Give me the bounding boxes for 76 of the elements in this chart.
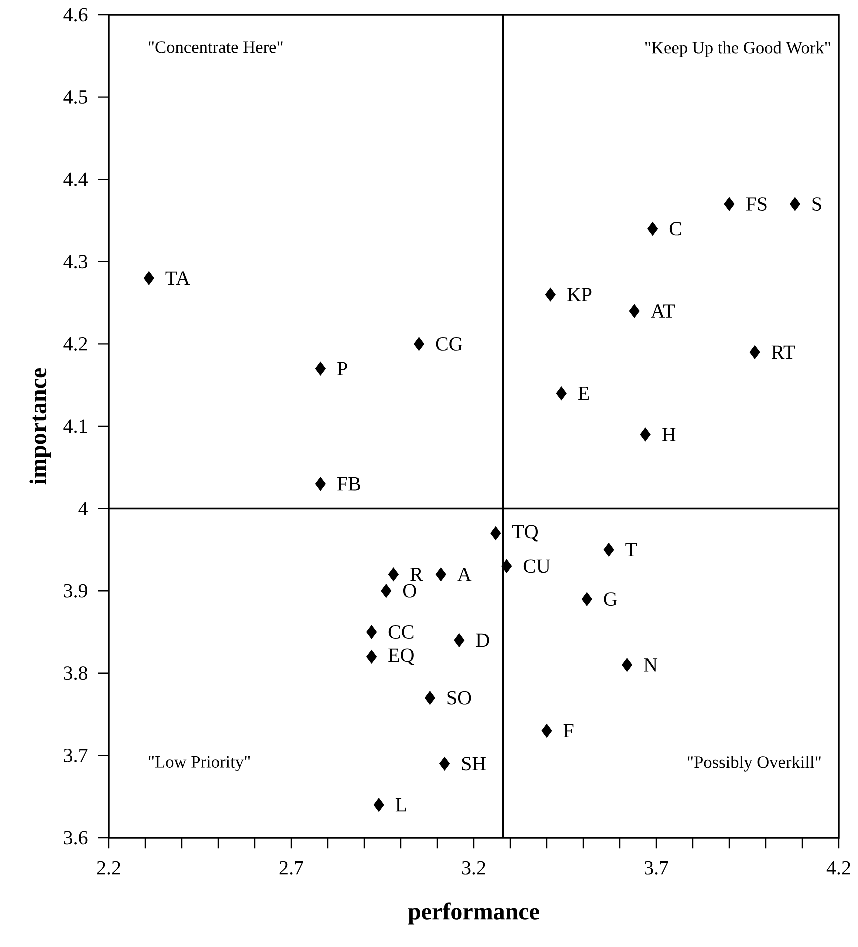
annotation: FB [338, 478, 360, 491]
annotation: RT [772, 346, 796, 359]
point [604, 543, 614, 557]
annotation: "Possibly Overkill" [688, 756, 821, 772]
x-tick-label: 3.7 [644, 861, 668, 875]
y-tick-label: 3.6 [64, 831, 88, 845]
point [640, 428, 651, 442]
annotation: TA [166, 272, 190, 285]
y-tick-label: 4.6 [64, 8, 88, 22]
annotation: "Keep Up the Good Work" [645, 42, 830, 58]
annotation: P [338, 362, 348, 376]
annotation: "Concentrate Here" [149, 42, 283, 54]
annotation: H [662, 428, 676, 442]
annotation: TQ [512, 525, 538, 542]
annotation: "Low Priority" [149, 756, 250, 772]
annotation: A [458, 568, 472, 582]
y-tick-label: 4.1 [64, 420, 88, 434]
annotation: N [644, 658, 658, 672]
point [315, 362, 326, 376]
point [366, 625, 378, 640]
annotation: G [604, 592, 618, 606]
x-axis-title: performance [408, 902, 540, 925]
point [750, 345, 760, 360]
annotation: FS [746, 198, 767, 211]
point [381, 584, 392, 598]
point [315, 477, 326, 492]
x-tick-label: 3.2 [462, 861, 486, 875]
point [545, 288, 556, 302]
annotation: KP [568, 288, 592, 302]
annotation: C [670, 222, 682, 236]
point [144, 271, 154, 286]
point [622, 658, 633, 672]
point [436, 568, 446, 582]
annotation: L [396, 798, 406, 812]
annotation: F [564, 724, 574, 738]
y-tick-label: 3.7 [64, 748, 88, 762]
point [556, 386, 567, 401]
point [490, 526, 502, 540]
y-axis-title: importance [30, 368, 52, 485]
annotation: SH [462, 757, 486, 771]
annotation: AT [651, 304, 675, 318]
annotation: E [578, 387, 590, 400]
point [440, 756, 450, 771]
point [582, 592, 592, 606]
point [374, 798, 384, 812]
point [724, 197, 735, 212]
annotation: R [410, 568, 424, 582]
y-tick-label: 4 [78, 502, 88, 516]
y-tick-label: 3.9 [64, 584, 88, 598]
y-tick-label: 4.4 [64, 172, 88, 186]
annotation: CC [388, 626, 414, 639]
point [629, 304, 640, 318]
y-tick-label: 4.5 [64, 90, 88, 104]
annotation: O [403, 584, 416, 598]
annotation: CU [524, 560, 550, 574]
point [424, 691, 436, 706]
point [388, 568, 399, 582]
y-tick-label: 3.8 [64, 666, 88, 680]
annotation: T [626, 543, 638, 556]
point [790, 197, 800, 212]
point [648, 222, 658, 236]
annotation: S [812, 198, 822, 211]
point [366, 650, 378, 664]
x-tick-label: 4.2 [826, 861, 850, 875]
y-tick-label: 4.3 [64, 255, 88, 269]
point [502, 559, 512, 574]
y-tick-label: 4.2 [64, 337, 88, 351]
x-tick-label: 2.2 [97, 861, 120, 875]
x-tick-label: 2.7 [280, 861, 304, 875]
annotation: CG [436, 337, 463, 351]
point [542, 724, 552, 738]
point [454, 634, 465, 648]
annotation: EQ [388, 648, 414, 666]
annotation: D [476, 634, 490, 648]
annotation: SO [448, 691, 472, 705]
point [414, 337, 425, 352]
